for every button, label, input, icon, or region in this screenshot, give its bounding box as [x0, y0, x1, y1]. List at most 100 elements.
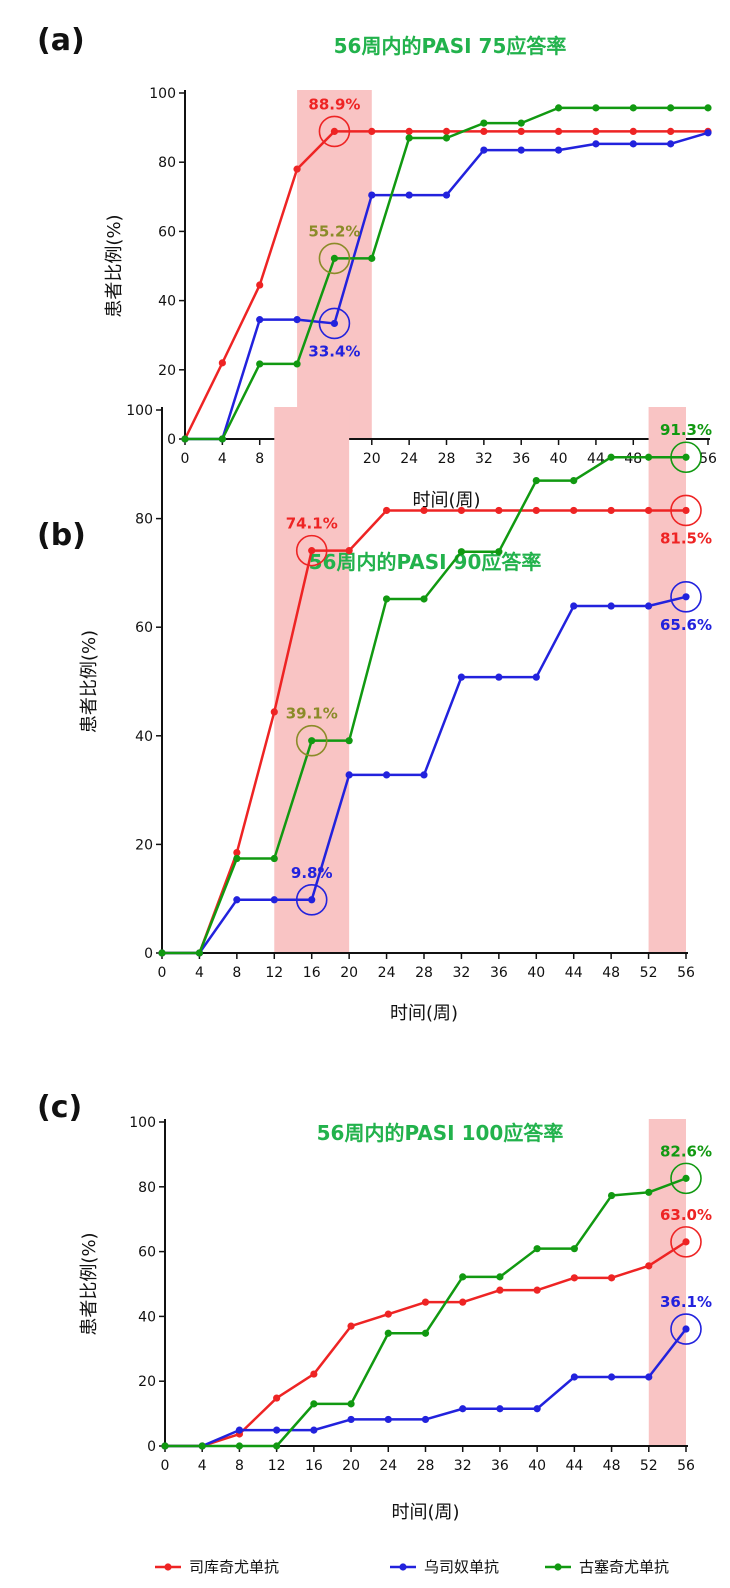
data-point-red: [218, 359, 226, 367]
data-point-red: [570, 1274, 578, 1282]
annotation-label: 82.6%: [660, 1142, 712, 1160]
data-point-green: [347, 1400, 355, 1408]
data-point-blue: [517, 146, 525, 154]
x-tick-label: 20: [342, 1458, 360, 1474]
series-line-blue: [165, 1328, 687, 1448]
x-tick-label: 12: [268, 1458, 286, 1474]
x-tick-label: 28: [417, 1458, 435, 1474]
data-point-red: [368, 127, 376, 136]
series-line-blue: [185, 131, 709, 441]
data-point-blue: [592, 140, 600, 148]
data-point-green: [293, 360, 301, 368]
data-point-red: [496, 1286, 504, 1294]
data-point-red: [459, 1298, 467, 1306]
annotation-circle: [670, 441, 702, 474]
data-point-red: [607, 1274, 616, 1282]
data-point-blue: [570, 1373, 578, 1381]
legend-label-red: 司库奇尤单抗: [189, 1558, 279, 1576]
x-tick-label: 0: [181, 451, 190, 467]
legend-marker-blue: [399, 1563, 407, 1571]
y-tick-label: 0: [167, 432, 176, 448]
data-point-blue: [405, 191, 413, 199]
data-point-blue: [442, 191, 451, 199]
data-point-blue: [256, 316, 264, 324]
data-point-red: [256, 281, 264, 289]
data-point-green: [629, 104, 637, 112]
data-point-red: [682, 506, 690, 515]
annotation-label: 91.3%: [660, 421, 712, 439]
data-point-blue: [570, 602, 578, 610]
y-tick-label: 20: [158, 363, 176, 379]
data-point-green: [158, 949, 166, 957]
x-tick-label: 40: [527, 965, 545, 981]
data-point-red: [347, 1322, 355, 1330]
data-point-red: [532, 506, 540, 515]
annotation-label: 81.5%: [660, 529, 712, 547]
data-point-blue: [645, 1373, 653, 1381]
data-point-green: [310, 1400, 318, 1408]
x-tick-label: 24: [400, 451, 418, 467]
y-tick-label: 20: [138, 1374, 156, 1390]
data-point-red: [667, 127, 675, 136]
data-point-green: [704, 104, 712, 112]
data-point-red: [308, 547, 316, 555]
panel-letter: (b): [37, 518, 86, 553]
y-tick-label: 20: [135, 837, 153, 853]
data-point-green: [218, 435, 226, 443]
data-point-red: [270, 708, 278, 716]
series-line-red: [183, 130, 708, 440]
y-axis-title: 患者比例(%): [104, 214, 125, 317]
data-point-red: [644, 506, 653, 515]
data-point-red: [495, 506, 503, 515]
data-point-green: [330, 254, 339, 262]
annotation-circle: [318, 242, 351, 275]
data-point-green: [459, 1273, 467, 1281]
x-tick-label: 20: [363, 451, 381, 467]
data-point-red: [517, 127, 525, 136]
data-point-blue: [644, 602, 653, 610]
data-point-green: [480, 119, 488, 127]
data-point-blue: [480, 146, 488, 154]
data-point-blue: [235, 1426, 244, 1434]
y-axis-title: 患者比例(%): [79, 1232, 100, 1335]
x-axis-title: 时间(周): [412, 490, 480, 511]
data-point-red: [384, 1310, 392, 1318]
data-point-red: [682, 1238, 690, 1246]
annotation-label: 9.8%: [291, 864, 333, 882]
x-tick-label: 32: [454, 1458, 472, 1474]
y-tick-label: 60: [158, 224, 176, 240]
x-tick-label: 28: [438, 451, 456, 467]
data-point-red: [592, 127, 600, 136]
data-point-blue: [347, 1415, 355, 1424]
x-tick-label: 44: [565, 965, 583, 981]
annotation-circle: [295, 534, 328, 567]
annotation-label: 65.6%: [660, 616, 712, 634]
data-point-blue: [233, 896, 241, 904]
x-axis-title: 时间(周): [391, 1502, 459, 1523]
data-point-green: [421, 1329, 430, 1337]
annotation-label: 55.2%: [308, 222, 360, 240]
data-point-green: [235, 1442, 244, 1450]
data-point-green: [517, 119, 525, 127]
data-point-green: [682, 1174, 690, 1182]
data-point-blue: [667, 140, 675, 148]
data-point-red: [457, 506, 466, 515]
x-tick-label: 24: [378, 965, 396, 981]
annotation-label: 74.1%: [286, 515, 338, 533]
data-point-red: [629, 127, 637, 136]
x-tick-label: 36: [490, 965, 508, 981]
annotation-circle: [318, 115, 351, 148]
data-point-red: [442, 127, 451, 136]
data-point-green: [495, 548, 503, 556]
x-tick-label: 44: [565, 1458, 583, 1474]
chart-title: 56周内的PASI 90应答率: [309, 550, 542, 574]
annotation-circle: [318, 307, 351, 340]
x-tick-label: 8: [235, 1458, 244, 1474]
highlight-band: [274, 407, 350, 953]
panel-letter: (a): [37, 23, 85, 58]
data-point-blue: [554, 146, 563, 154]
x-tick-label: 44: [587, 451, 605, 467]
data-point-green: [570, 1245, 578, 1253]
data-point-green: [368, 254, 376, 262]
y-tick-label: 80: [158, 155, 176, 171]
